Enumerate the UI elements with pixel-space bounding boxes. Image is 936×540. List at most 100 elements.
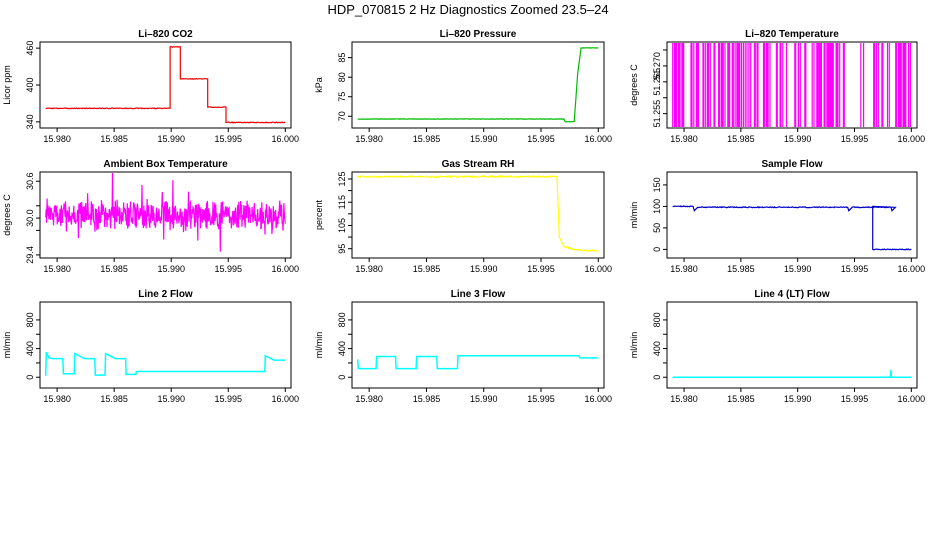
x-tick-label: 15.995	[841, 134, 869, 144]
series-line	[357, 47, 599, 123]
chart-title: Li–820 Temperature	[745, 29, 839, 40]
x-tick-label: 15.980	[670, 394, 698, 404]
chart-title: Gas Stream RH	[442, 159, 515, 170]
x-tick-label: 15.990	[784, 264, 812, 274]
y-tick-label: 85	[337, 53, 347, 63]
y-axis-label: ml/min	[629, 202, 639, 229]
y-tick-label: 400	[652, 341, 662, 356]
y-tick-label: 125	[337, 171, 347, 186]
series-line	[45, 173, 286, 252]
plot-frame	[351, 301, 605, 389]
x-tick-label: 15.990	[470, 134, 498, 144]
x-tick-label: 15.985	[727, 264, 755, 274]
chart-panel-7: Line 2 Flow 15.980 15.985 15.990 15.995 16.00…	[2, 289, 299, 404]
y-tick-label: 400	[25, 341, 35, 356]
x-tick-label: 16.000	[898, 134, 926, 144]
series-line	[672, 205, 912, 251]
y-tick-label: 800	[337, 312, 347, 327]
chart-panel-8: Line 3 Flow 15.980 15.985 15.990 15.995 16.00…	[314, 289, 612, 404]
chart-panel-5: Gas Stream RH 15.980 15.985 15.990 15.995 16.…	[314, 159, 612, 274]
plot-frame	[39, 301, 292, 389]
y-tick-label: 51.265	[652, 68, 662, 96]
x-tick-label: 16.000	[272, 264, 300, 274]
y-axis-label: Licor ppm	[2, 65, 12, 105]
x-tick-label: 15.995	[841, 264, 869, 274]
y-tick-label: 95	[337, 244, 347, 254]
x-tick-label: 15.985	[413, 264, 441, 274]
x-tick-label: 15.990	[157, 134, 185, 144]
y-tick-label: 400	[337, 341, 347, 356]
y-axis-label: degrees C	[2, 194, 12, 236]
chart-title: Sample Flow	[761, 159, 822, 170]
x-tick-label: 15.995	[527, 264, 555, 274]
plot-frame	[666, 301, 918, 389]
x-tick-label: 15.985	[413, 134, 441, 144]
x-tick-label: 15.980	[670, 134, 698, 144]
x-tick-label: 15.990	[784, 134, 812, 144]
x-tick-label: 15.995	[214, 134, 242, 144]
x-tick-label: 15.980	[355, 134, 383, 144]
chart-title: Line 3 Flow	[451, 289, 506, 300]
y-tick-label: 105	[337, 218, 347, 233]
y-tick-label: 0	[25, 375, 35, 380]
x-tick-label: 15.995	[214, 394, 242, 404]
x-tick-label: 15.990	[470, 394, 498, 404]
plot-frame	[351, 41, 605, 129]
chart-title: Ambient Box Temperature	[103, 159, 228, 170]
chart-title: Li–820 CO2	[138, 29, 193, 40]
x-tick-label: 16.000	[585, 394, 613, 404]
y-tick-label: 80	[337, 72, 347, 82]
x-tick-label: 15.980	[355, 394, 383, 404]
y-tick-label: 800	[25, 312, 35, 327]
chart-title: Line 2 Flow	[138, 289, 193, 300]
x-tick-label: 15.995	[841, 394, 869, 404]
series-line	[357, 174, 599, 253]
x-tick-label: 15.980	[43, 264, 71, 274]
x-tick-label: 15.995	[527, 394, 555, 404]
x-tick-label: 15.995	[527, 134, 555, 144]
x-tick-label: 15.985	[100, 134, 128, 144]
y-tick-label: 29.4	[25, 246, 35, 264]
chart-panel-2: Li–820 Pressure 15.980 15.985 15.990 15.995 1…	[314, 29, 612, 144]
x-tick-label: 16.000	[272, 394, 300, 404]
x-tick-label: 15.995	[214, 264, 242, 274]
plot-frame	[666, 171, 918, 259]
y-axis-label: ml/min	[629, 332, 639, 359]
y-tick-label: 460	[25, 41, 35, 56]
y-tick-label: 0	[337, 375, 347, 380]
y-axis-label: kPa	[314, 77, 324, 93]
series-line	[672, 43, 911, 127]
chart-panel-4: Ambient Box Temperature 15.980 15.985 15.99…	[2, 159, 299, 274]
y-tick-label: 30.0	[25, 209, 35, 227]
chart-title: Li–820 Pressure	[440, 29, 517, 40]
plot-frame	[39, 41, 292, 129]
x-tick-label: 16.000	[585, 134, 613, 144]
x-tick-label: 15.985	[727, 394, 755, 404]
y-tick-label: 0	[652, 375, 662, 380]
series-line	[44, 351, 286, 376]
y-tick-label: 100	[652, 199, 662, 214]
x-tick-label: 15.980	[43, 394, 71, 404]
y-axis-label: ml/min	[2, 332, 12, 359]
plot-frame	[39, 171, 292, 259]
y-tick-label: 51.270	[652, 52, 662, 80]
y-tick-label: 115	[337, 195, 347, 209]
y-tick-label: 150	[652, 177, 662, 192]
plot-frame	[666, 41, 918, 129]
chart-panel-1: Li–820 CO2 15.980 15.985 15.990 15.995 16.000…	[2, 29, 299, 144]
x-tick-label: 16.000	[272, 134, 300, 144]
y-tick-label: 400	[25, 77, 35, 92]
y-tick-label: 51.255	[652, 100, 662, 128]
x-tick-label: 15.985	[413, 394, 441, 404]
series-line	[356, 355, 599, 370]
x-tick-label: 15.980	[670, 264, 698, 274]
x-tick-label: 15.980	[355, 264, 383, 274]
x-tick-label: 15.980	[43, 134, 71, 144]
y-tick-label: 50	[652, 223, 662, 233]
x-tick-label: 15.990	[470, 264, 498, 274]
y-tick-label: 75	[337, 92, 347, 102]
x-tick-label: 16.000	[898, 264, 926, 274]
series-line	[45, 45, 286, 124]
y-axis-label: ml/min	[314, 332, 324, 359]
